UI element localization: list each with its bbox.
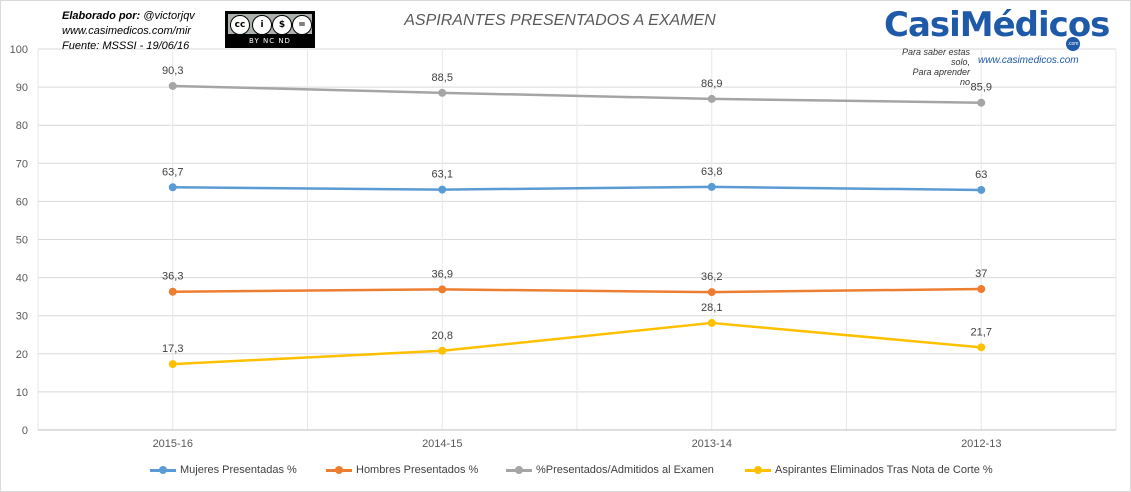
data-point xyxy=(438,88,447,97)
y-tick-label: 10 xyxy=(16,387,28,399)
x-tick-label: 2015-16 xyxy=(153,438,193,450)
x-tick-label: 2013-14 xyxy=(692,438,732,450)
cc-icon: cc xyxy=(230,15,250,35)
series-line xyxy=(172,84,982,104)
data-label: 17,3 xyxy=(162,343,183,355)
data-label: 86,9 xyxy=(701,78,722,90)
y-tick-label: 70 xyxy=(16,158,28,170)
data-label: 36,9 xyxy=(432,268,453,280)
y-tick-label: 40 xyxy=(16,273,28,285)
data-point xyxy=(977,98,986,107)
y-tick-label: 50 xyxy=(16,235,28,247)
data-label: 88,5 xyxy=(432,72,453,84)
data-label: 85,9 xyxy=(971,82,992,94)
legend-item-hombres: Hombres Presentados % xyxy=(326,464,478,476)
credit-author-handle: @victorjqv xyxy=(143,10,195,22)
y-tick-label: 60 xyxy=(16,196,28,208)
legend-swatch-mujeres xyxy=(150,465,176,474)
data-point xyxy=(707,182,716,191)
data-label: 63,1 xyxy=(432,169,453,181)
y-tick-label: 80 xyxy=(16,120,28,132)
logo-slogan-line2: Para aprender no xyxy=(912,67,970,87)
data-point xyxy=(707,318,716,327)
data-label: 37 xyxy=(975,268,987,280)
series-line xyxy=(172,185,982,192)
nc-icon: $ xyxy=(272,15,292,35)
data-point xyxy=(977,343,986,352)
data-point xyxy=(707,94,716,103)
legend-item-eliminados: Aspirantes Eliminados Tras Nota de Corte… xyxy=(745,464,993,476)
logo-url: www.casimedicos.com xyxy=(978,55,1079,66)
credit-source: Fuente: MSSSI - 19/06/16 xyxy=(62,40,190,52)
data-label: 20,8 xyxy=(432,330,453,342)
data-point xyxy=(168,183,177,192)
y-tick-label: 20 xyxy=(16,349,28,361)
legend-label-eliminados: Aspirantes Eliminados Tras Nota de Corte… xyxy=(775,464,993,476)
legend-label-mujeres: Mujeres Presentadas % xyxy=(180,464,297,476)
data-label: 28,1 xyxy=(701,302,722,314)
data-label: 63,7 xyxy=(162,166,183,178)
legend-item-presentados-admitidos: %Presentados/Admitidos al Examen xyxy=(506,464,714,476)
y-tick-label: 30 xyxy=(16,311,28,323)
data-point xyxy=(168,287,177,296)
nd-icon: = xyxy=(292,15,312,35)
casimedicos-logo: CasiMédicos .com Para saber estas solo, … xyxy=(880,3,1110,87)
logo-slogan-line1: Para saber estas solo, xyxy=(901,47,970,67)
credits-block: Elaborado por: @victorjqv www.casimedico… xyxy=(62,9,195,54)
legend-swatch-hombres xyxy=(326,465,352,474)
cc-by-nc-nd-icon: cc i $ = BY NC ND xyxy=(225,11,315,48)
data-point xyxy=(438,185,447,194)
credit-url: www.casimedicos.com/mir xyxy=(62,25,191,37)
data-point xyxy=(977,285,986,294)
data-label: 90,3 xyxy=(162,65,183,77)
data-point xyxy=(168,81,177,90)
data-point xyxy=(438,285,447,294)
y-tick-label: 90 xyxy=(16,82,28,94)
legend-label-hombres: Hombres Presentados % xyxy=(356,464,479,476)
series-line xyxy=(172,321,982,366)
y-tick-label: 100 xyxy=(10,44,28,56)
data-label: 63 xyxy=(975,169,987,181)
logo-slogan: Para saber estas solo, Para aprender no xyxy=(900,47,970,87)
x-tick-label: 2014-15 xyxy=(422,438,462,450)
credit-author-label: Elaborado por: xyxy=(62,10,141,22)
data-point xyxy=(168,360,177,369)
data-point xyxy=(438,346,447,355)
data-label: 21,7 xyxy=(971,326,992,338)
data-label: 36,2 xyxy=(701,271,722,283)
cc-license-text: BY NC ND xyxy=(249,37,291,45)
data-label: 63,8 xyxy=(701,166,722,178)
by-icon: i xyxy=(252,15,272,35)
logo-com-badge: .com xyxy=(1066,37,1080,51)
series-line xyxy=(172,287,982,294)
data-point xyxy=(707,288,716,297)
x-tick-label: 2012-13 xyxy=(961,438,1001,450)
data-point xyxy=(977,185,986,194)
legend-swatch-eliminados xyxy=(745,465,771,474)
y-tick-label: 0 xyxy=(22,425,28,437)
legend-item-mujeres: Mujeres Presentadas % xyxy=(150,464,297,476)
data-label: 36,3 xyxy=(162,271,183,283)
chart-title: ASPIRANTES PRESENTADOS A EXAMEN xyxy=(404,12,716,29)
legend-label-presentados-admitidos: %Presentados/Admitidos al Examen xyxy=(536,464,714,476)
legend-swatch-presentados-admitidos xyxy=(506,465,532,474)
